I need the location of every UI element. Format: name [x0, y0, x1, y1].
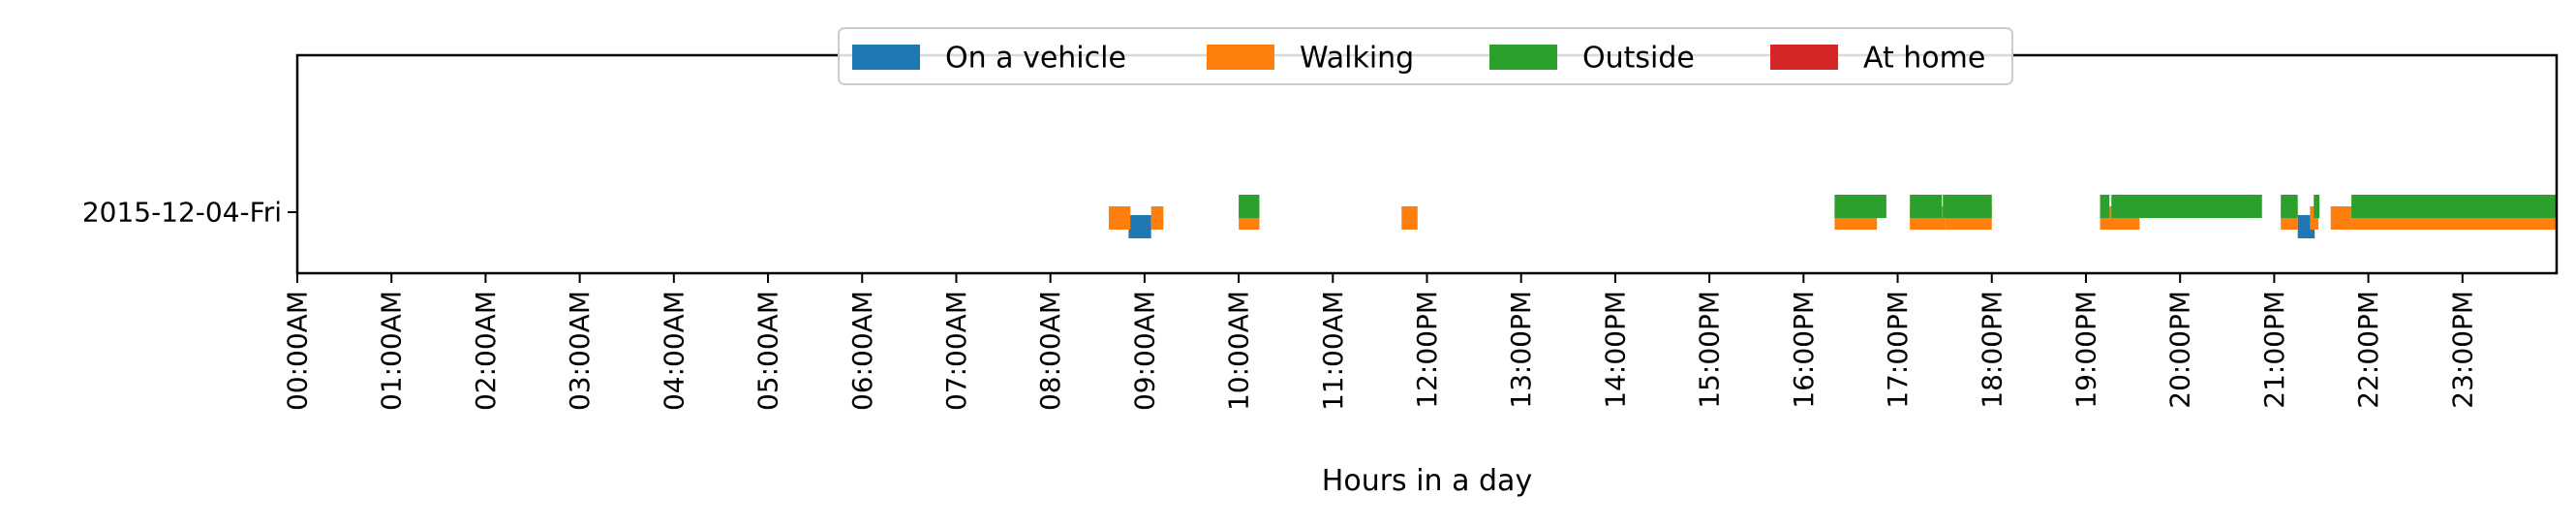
plot-area — [295, 53, 2559, 275]
y-tick-label: 2015-12-04-Fri — [82, 197, 282, 229]
x-tick-label: 13:00PM — [1505, 291, 1537, 409]
legend-label: On a vehicle — [945, 42, 1126, 76]
bar-outside-6 — [2281, 195, 2298, 218]
legend-swatch — [1207, 45, 1274, 70]
x-tick-label: 19:00PM — [2070, 291, 2101, 409]
x-axis-label: Hours in a day — [1322, 464, 1532, 498]
bar-outside-8 — [2351, 195, 2557, 218]
bar-walking-0 — [1108, 206, 1131, 230]
bar-walking-3 — [1401, 206, 1418, 230]
legend-swatch — [852, 45, 920, 70]
bar-outside-1 — [1834, 195, 1886, 218]
bar-outside-3 — [1943, 195, 1992, 218]
x-tick-label: 22:00PM — [2352, 291, 2384, 409]
x-tick-label: 20:00PM — [2164, 291, 2196, 409]
bar-outside-4 — [2100, 195, 2110, 218]
legend: On a vehicle Walking Outside At home — [838, 27, 2013, 85]
x-tick-label: 15:00PM — [1694, 291, 1726, 409]
bar-walking-10 — [2330, 206, 2352, 230]
x-tick-label: 10:00AM — [1223, 291, 1255, 411]
legend-label: Outside — [1582, 42, 1695, 76]
x-tick-label: 07:00AM — [940, 291, 972, 411]
x-tick-label: 09:00AM — [1128, 291, 1160, 411]
x-tick-label: 04:00AM — [658, 291, 690, 411]
x-tick-label: 17:00PM — [1882, 291, 1914, 409]
x-tick-label: 14:00PM — [1599, 291, 1631, 409]
bar-outside-2 — [1910, 195, 1943, 218]
x-tick-label: 08:00AM — [1034, 291, 1066, 411]
bar-outside-5 — [2111, 195, 2262, 218]
x-tick-label: 06:00AM — [846, 291, 878, 411]
legend-swatch — [1770, 45, 1838, 70]
bar-outside-7 — [2314, 195, 2320, 218]
legend-label: At home — [1863, 42, 1985, 76]
bar-on-a-vehicle-0 — [1128, 215, 1151, 238]
x-tick-label: 03:00AM — [564, 291, 596, 411]
x-tick-label: 02:00AM — [470, 291, 502, 411]
bar-outside-0 — [1239, 195, 1260, 218]
x-tick-label: 18:00PM — [1976, 291, 2008, 409]
legend-swatch — [1489, 45, 1557, 70]
x-tick-label: 12:00PM — [1411, 291, 1443, 409]
x-tick-label: 05:00AM — [752, 291, 784, 411]
x-tick-label: 11:00AM — [1317, 291, 1349, 411]
legend-label: Walking — [1300, 42, 1414, 76]
x-tick-label: 01:00AM — [376, 291, 408, 411]
x-tick-label: 16:00PM — [1788, 291, 1820, 409]
x-axis: 00:00AM 01:00AM 02:00AM 03:00AM 04:00AM 05:00… — [282, 273, 2478, 411]
x-tick-label: 21:00PM — [2258, 291, 2290, 409]
x-tick-label: 23:00PM — [2446, 291, 2478, 409]
activity-bars — [1108, 195, 2557, 238]
x-tick-label: 00:00AM — [282, 291, 314, 411]
bar-walking-1 — [1150, 206, 1164, 230]
legend-box — [838, 27, 2013, 85]
y-axis: 2015-12-04-Fri — [82, 197, 297, 229]
